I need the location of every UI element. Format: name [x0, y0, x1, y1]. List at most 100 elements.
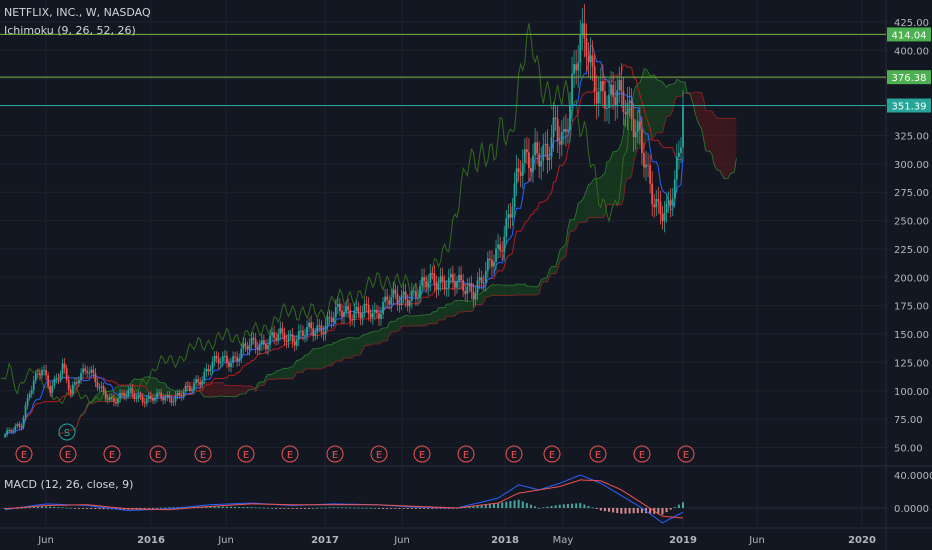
ichimoku-cloud [463, 300, 466, 312]
ichimoku-cloud [212, 382, 215, 397]
earnings-marker [505, 445, 523, 463]
macd-histogram-bar [336, 507, 339, 509]
candle-body [330, 317, 333, 322]
ichimoku-cloud [333, 342, 336, 364]
candle-body [562, 129, 565, 133]
candle-body [283, 332, 286, 342]
candle-body [464, 290, 467, 294]
macd-histogram-bar [291, 508, 294, 509]
ichimoku-cloud [576, 203, 579, 229]
candle-body [236, 357, 239, 362]
earnings-marker [543, 445, 561, 463]
candle-body [59, 373, 62, 380]
candle-body [219, 361, 222, 364]
macd-histogram-bar [419, 508, 422, 509]
candle-body [154, 398, 156, 401]
candle-body [513, 183, 516, 208]
earnings-marker [413, 445, 431, 463]
y-axis-tick-label: 200.00 [894, 273, 929, 284]
candle-body [137, 394, 140, 398]
ichimoku-cloud [152, 377, 155, 399]
candle-body [470, 283, 473, 292]
candle-body [6, 430, 8, 435]
y-axis-tick-label: 400.00 [894, 46, 929, 57]
ichimoku-cloud [487, 286, 490, 297]
macd-histogram-bar [258, 507, 261, 509]
candle-body [189, 386, 191, 391]
macd-histogram-bar [447, 508, 450, 509]
ichimoku-cloud [561, 246, 564, 259]
candle-body [528, 152, 530, 169]
candle-body [636, 121, 639, 133]
candle-body [164, 397, 167, 401]
split-marker [58, 423, 76, 441]
ichimoku-legend[interactable]: Ichimoku (9, 26, 52, 26) [4, 24, 136, 37]
ichimoku-cloud [115, 386, 118, 399]
earnings-marker [633, 445, 651, 463]
candle-body [454, 281, 456, 288]
ichimoku-cloud [615, 150, 618, 205]
candle-body [493, 261, 495, 267]
candle-body [349, 310, 352, 320]
candle-body [495, 248, 497, 262]
macd-histogram-bar [673, 507, 676, 508]
ichimoku-cloud [391, 321, 394, 333]
candle-body [410, 291, 413, 301]
candle-body [412, 291, 415, 293]
candle-body [441, 276, 444, 282]
y-axis-tick-label: 225.00 [894, 245, 929, 256]
candle-body [310, 322, 313, 329]
macd-histogram-bar [45, 506, 48, 508]
candle-body [332, 317, 335, 322]
ichimoku-cloud [732, 118, 735, 173]
candle-body [199, 381, 202, 385]
ichimoku-cloud [202, 382, 205, 397]
candle-body [217, 358, 220, 364]
candle-body [540, 160, 543, 167]
macd-histogram-bar [102, 508, 105, 510]
macd-histogram-bar [509, 501, 512, 508]
ichimoku-cloud [496, 284, 499, 296]
candle-body [519, 171, 522, 176]
macd-histogram-bar [90, 508, 93, 509]
y-axis-tick-label: 150.00 [894, 330, 929, 341]
macd-histogram-bar [546, 506, 549, 508]
candle-body [104, 391, 107, 399]
ichimoku-cloud [572, 219, 575, 232]
ichimoku-cloud [220, 382, 223, 397]
ichimoku-cloud [337, 340, 340, 362]
y-axis-tick-label: 50.00 [894, 444, 923, 455]
macd-histogram-bar [595, 508, 598, 509]
x-axis-tick-label: 2020 [848, 535, 876, 546]
ichimoku-cloud [699, 92, 702, 129]
ichimoku-cloud [510, 285, 513, 296]
ichimoku-cloud [683, 81, 686, 94]
macd-histogram-bar [661, 508, 664, 515]
macd-histogram-bar [439, 508, 442, 509]
ichimoku-cloud [508, 285, 511, 296]
candle-body [604, 91, 606, 109]
macd-histogram-bar [571, 503, 574, 508]
ichimoku-cloud [282, 368, 285, 379]
ichimoku-cloud [717, 118, 720, 171]
ichimoku-cloud [567, 219, 570, 243]
candle-body [488, 258, 491, 261]
candle-body [117, 398, 119, 404]
macd-legend[interactable]: MACD (12, 26, close, 9) [4, 478, 134, 491]
ichimoku-cloud [356, 338, 359, 356]
macd-histogram-bar [82, 508, 85, 509]
ichimoku-cloud [409, 315, 412, 327]
macd-histogram-bar [390, 508, 393, 509]
ichimoku-cloud [613, 151, 616, 205]
candle-body [472, 291, 475, 300]
candle-body [108, 396, 111, 400]
ichimoku-cloud [296, 360, 299, 373]
macd-histogram-bar [86, 508, 89, 509]
candle-body [115, 402, 117, 404]
candle-body [10, 430, 13, 432]
candle-body [406, 299, 409, 307]
ichimoku-cloud [678, 80, 681, 97]
candle-body [343, 311, 345, 317]
